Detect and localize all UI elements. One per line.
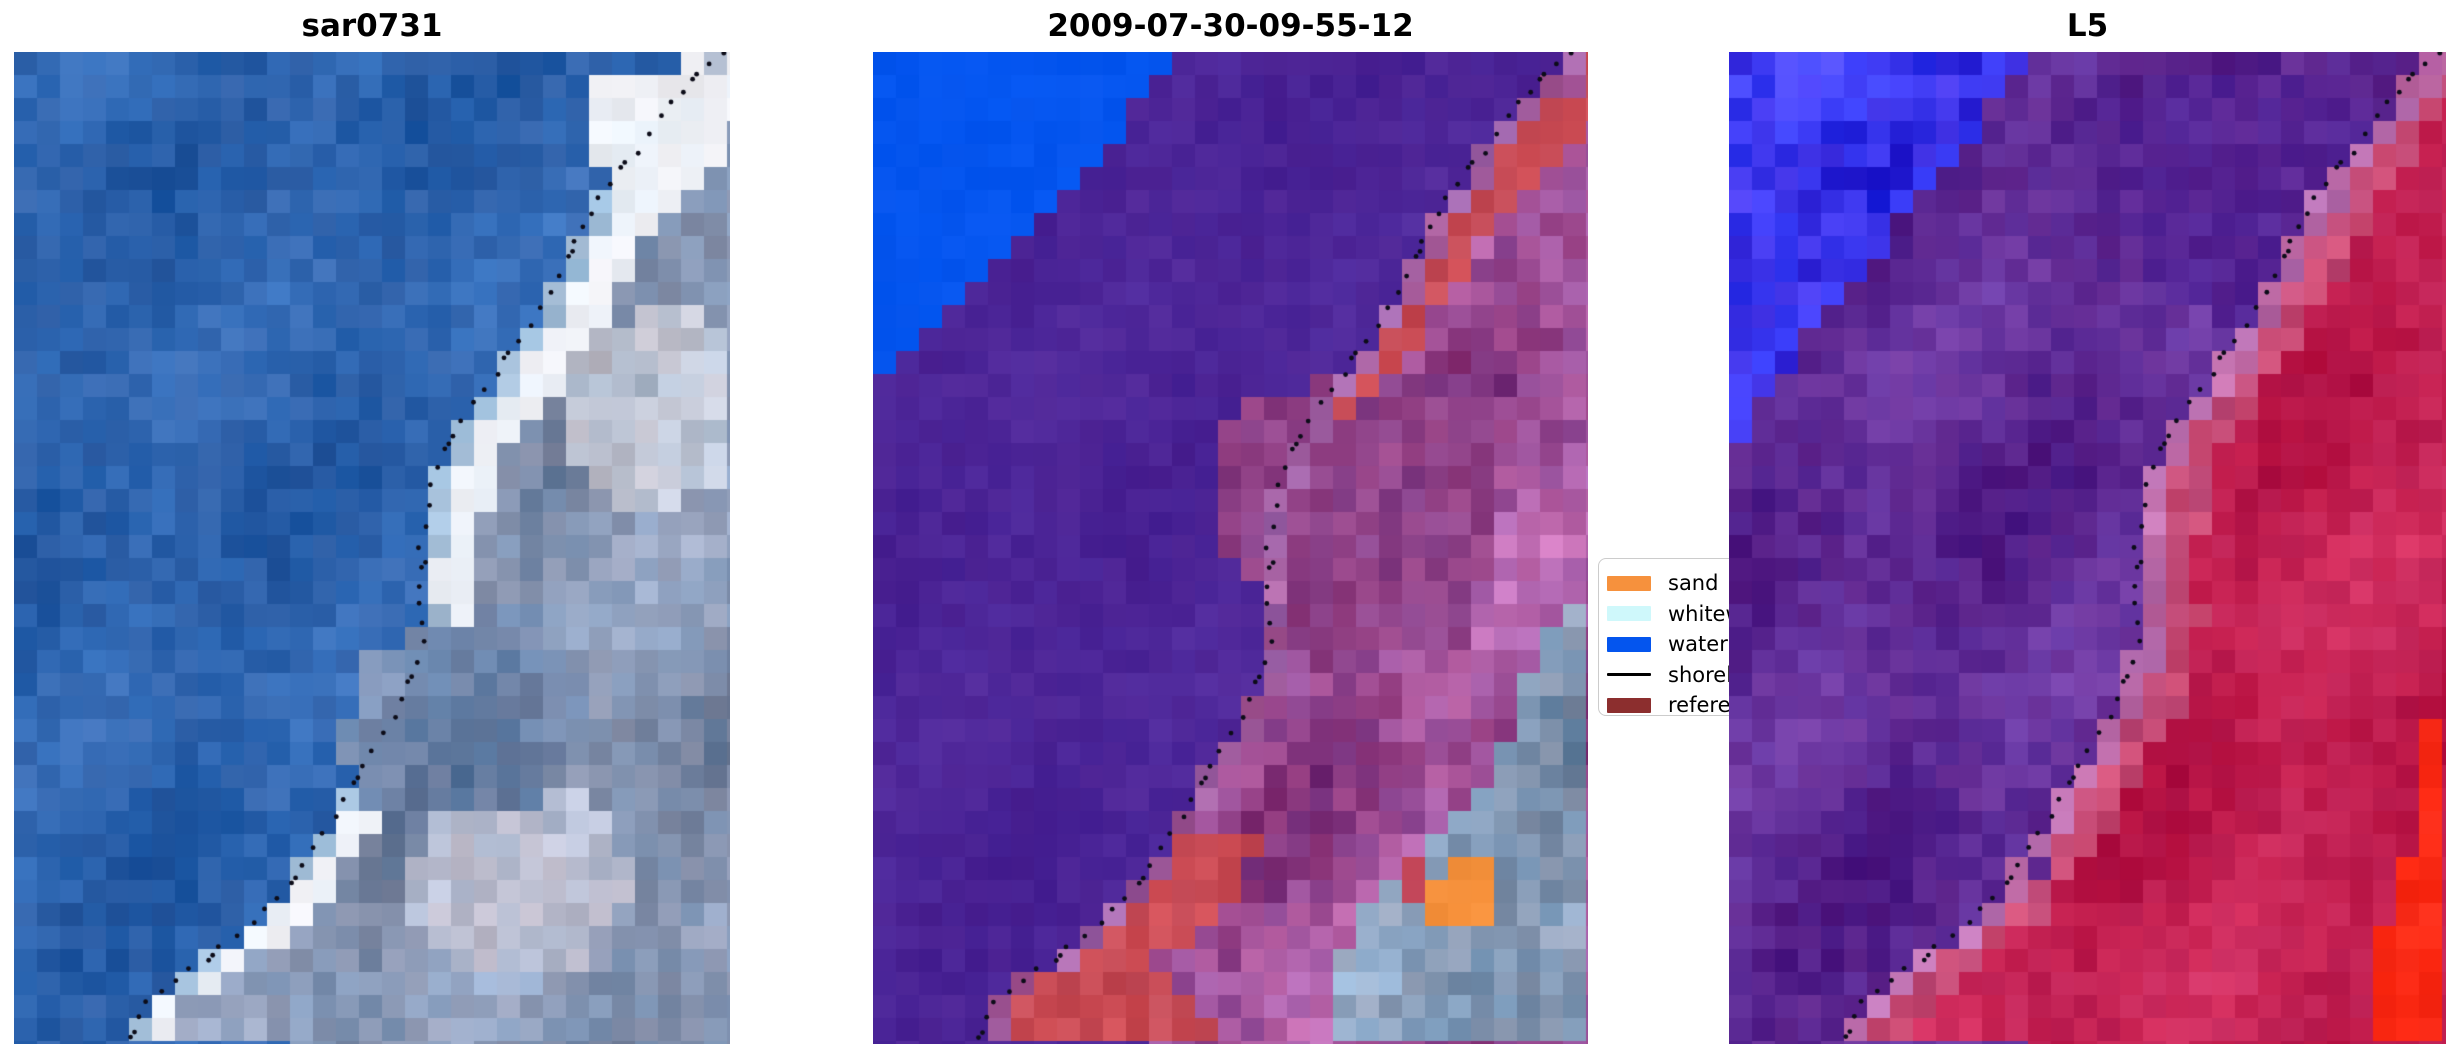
whitewater-swatch — [1607, 606, 1651, 622]
panel-title-sar0731: sar0731 — [301, 8, 443, 44]
sand-swatch — [1607, 575, 1651, 591]
legend-label: water — [1668, 632, 1728, 657]
sar-image-panel — [14, 52, 730, 1044]
water-swatch — [1607, 636, 1651, 652]
l5-image-panel — [1729, 52, 2446, 1044]
reference-swatch — [1607, 697, 1651, 713]
legend-item-water: water — [1607, 629, 1801, 660]
shoreline-line-swatch — [1607, 673, 1651, 677]
legend-label: sand — [1668, 571, 1719, 596]
classified-image-panel — [873, 52, 1588, 1044]
panel-title-date: 2009-07-30-09-55-12 — [1047, 8, 1414, 44]
panel-title-l5: L5 — [2066, 8, 2109, 44]
legend-item-sand: sand — [1607, 568, 1801, 599]
